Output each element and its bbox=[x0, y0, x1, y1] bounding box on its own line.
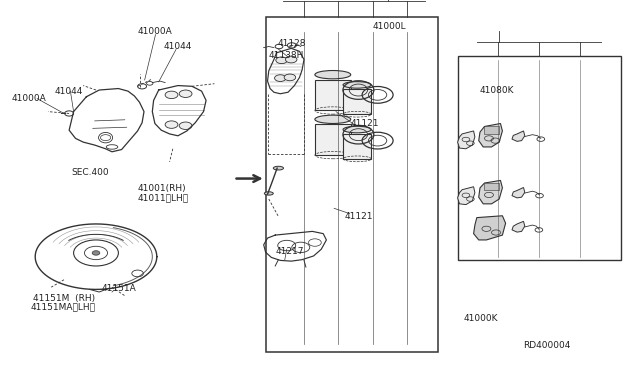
Ellipse shape bbox=[343, 81, 371, 88]
Bar bbox=[343, 134, 371, 159]
Ellipse shape bbox=[273, 166, 284, 170]
Circle shape bbox=[285, 56, 297, 63]
Polygon shape bbox=[484, 126, 499, 134]
Polygon shape bbox=[512, 221, 525, 232]
Text: 41000L: 41000L bbox=[372, 22, 406, 31]
Circle shape bbox=[179, 90, 192, 97]
Circle shape bbox=[165, 91, 178, 99]
Bar bbox=[458, 56, 621, 260]
Polygon shape bbox=[479, 180, 502, 204]
Text: 41138H: 41138H bbox=[269, 51, 304, 60]
Text: 41044: 41044 bbox=[54, 87, 83, 96]
Text: 41000A: 41000A bbox=[138, 27, 172, 36]
Polygon shape bbox=[484, 183, 499, 190]
Polygon shape bbox=[512, 131, 525, 141]
Text: 41044: 41044 bbox=[163, 42, 191, 51]
Circle shape bbox=[179, 122, 192, 129]
Text: 41080K: 41080K bbox=[480, 86, 515, 94]
Ellipse shape bbox=[315, 71, 351, 79]
Bar bbox=[315, 125, 351, 155]
Ellipse shape bbox=[315, 115, 351, 124]
Circle shape bbox=[275, 75, 286, 81]
Polygon shape bbox=[479, 124, 502, 147]
Text: 41001(RH): 41001(RH) bbox=[138, 185, 186, 193]
Text: 41000A: 41000A bbox=[12, 94, 46, 103]
Circle shape bbox=[165, 121, 178, 128]
Circle shape bbox=[276, 57, 287, 64]
Text: RD400004: RD400004 bbox=[524, 341, 571, 350]
Ellipse shape bbox=[343, 126, 371, 133]
Text: 41121: 41121 bbox=[344, 212, 373, 221]
Circle shape bbox=[92, 251, 100, 255]
Text: 41151A: 41151A bbox=[101, 284, 136, 293]
Polygon shape bbox=[458, 131, 475, 149]
Polygon shape bbox=[458, 187, 475, 205]
Text: 41128: 41128 bbox=[277, 39, 306, 48]
Polygon shape bbox=[474, 216, 506, 240]
Bar bbox=[266, 17, 438, 352]
Text: 41121: 41121 bbox=[351, 119, 380, 128]
Text: 41151MA〈LH〉: 41151MA〈LH〉 bbox=[31, 302, 96, 311]
Text: 41151M  (RH): 41151M (RH) bbox=[33, 294, 95, 303]
Ellipse shape bbox=[264, 192, 273, 195]
Text: SEC.400: SEC.400 bbox=[72, 169, 109, 177]
Text: 41011〈LH〉: 41011〈LH〉 bbox=[138, 193, 189, 202]
Circle shape bbox=[284, 74, 296, 81]
Text: 41000K: 41000K bbox=[464, 314, 499, 323]
Text: 41217: 41217 bbox=[275, 247, 304, 256]
Bar bbox=[315, 80, 351, 110]
Bar bbox=[343, 89, 371, 114]
Polygon shape bbox=[512, 187, 525, 198]
